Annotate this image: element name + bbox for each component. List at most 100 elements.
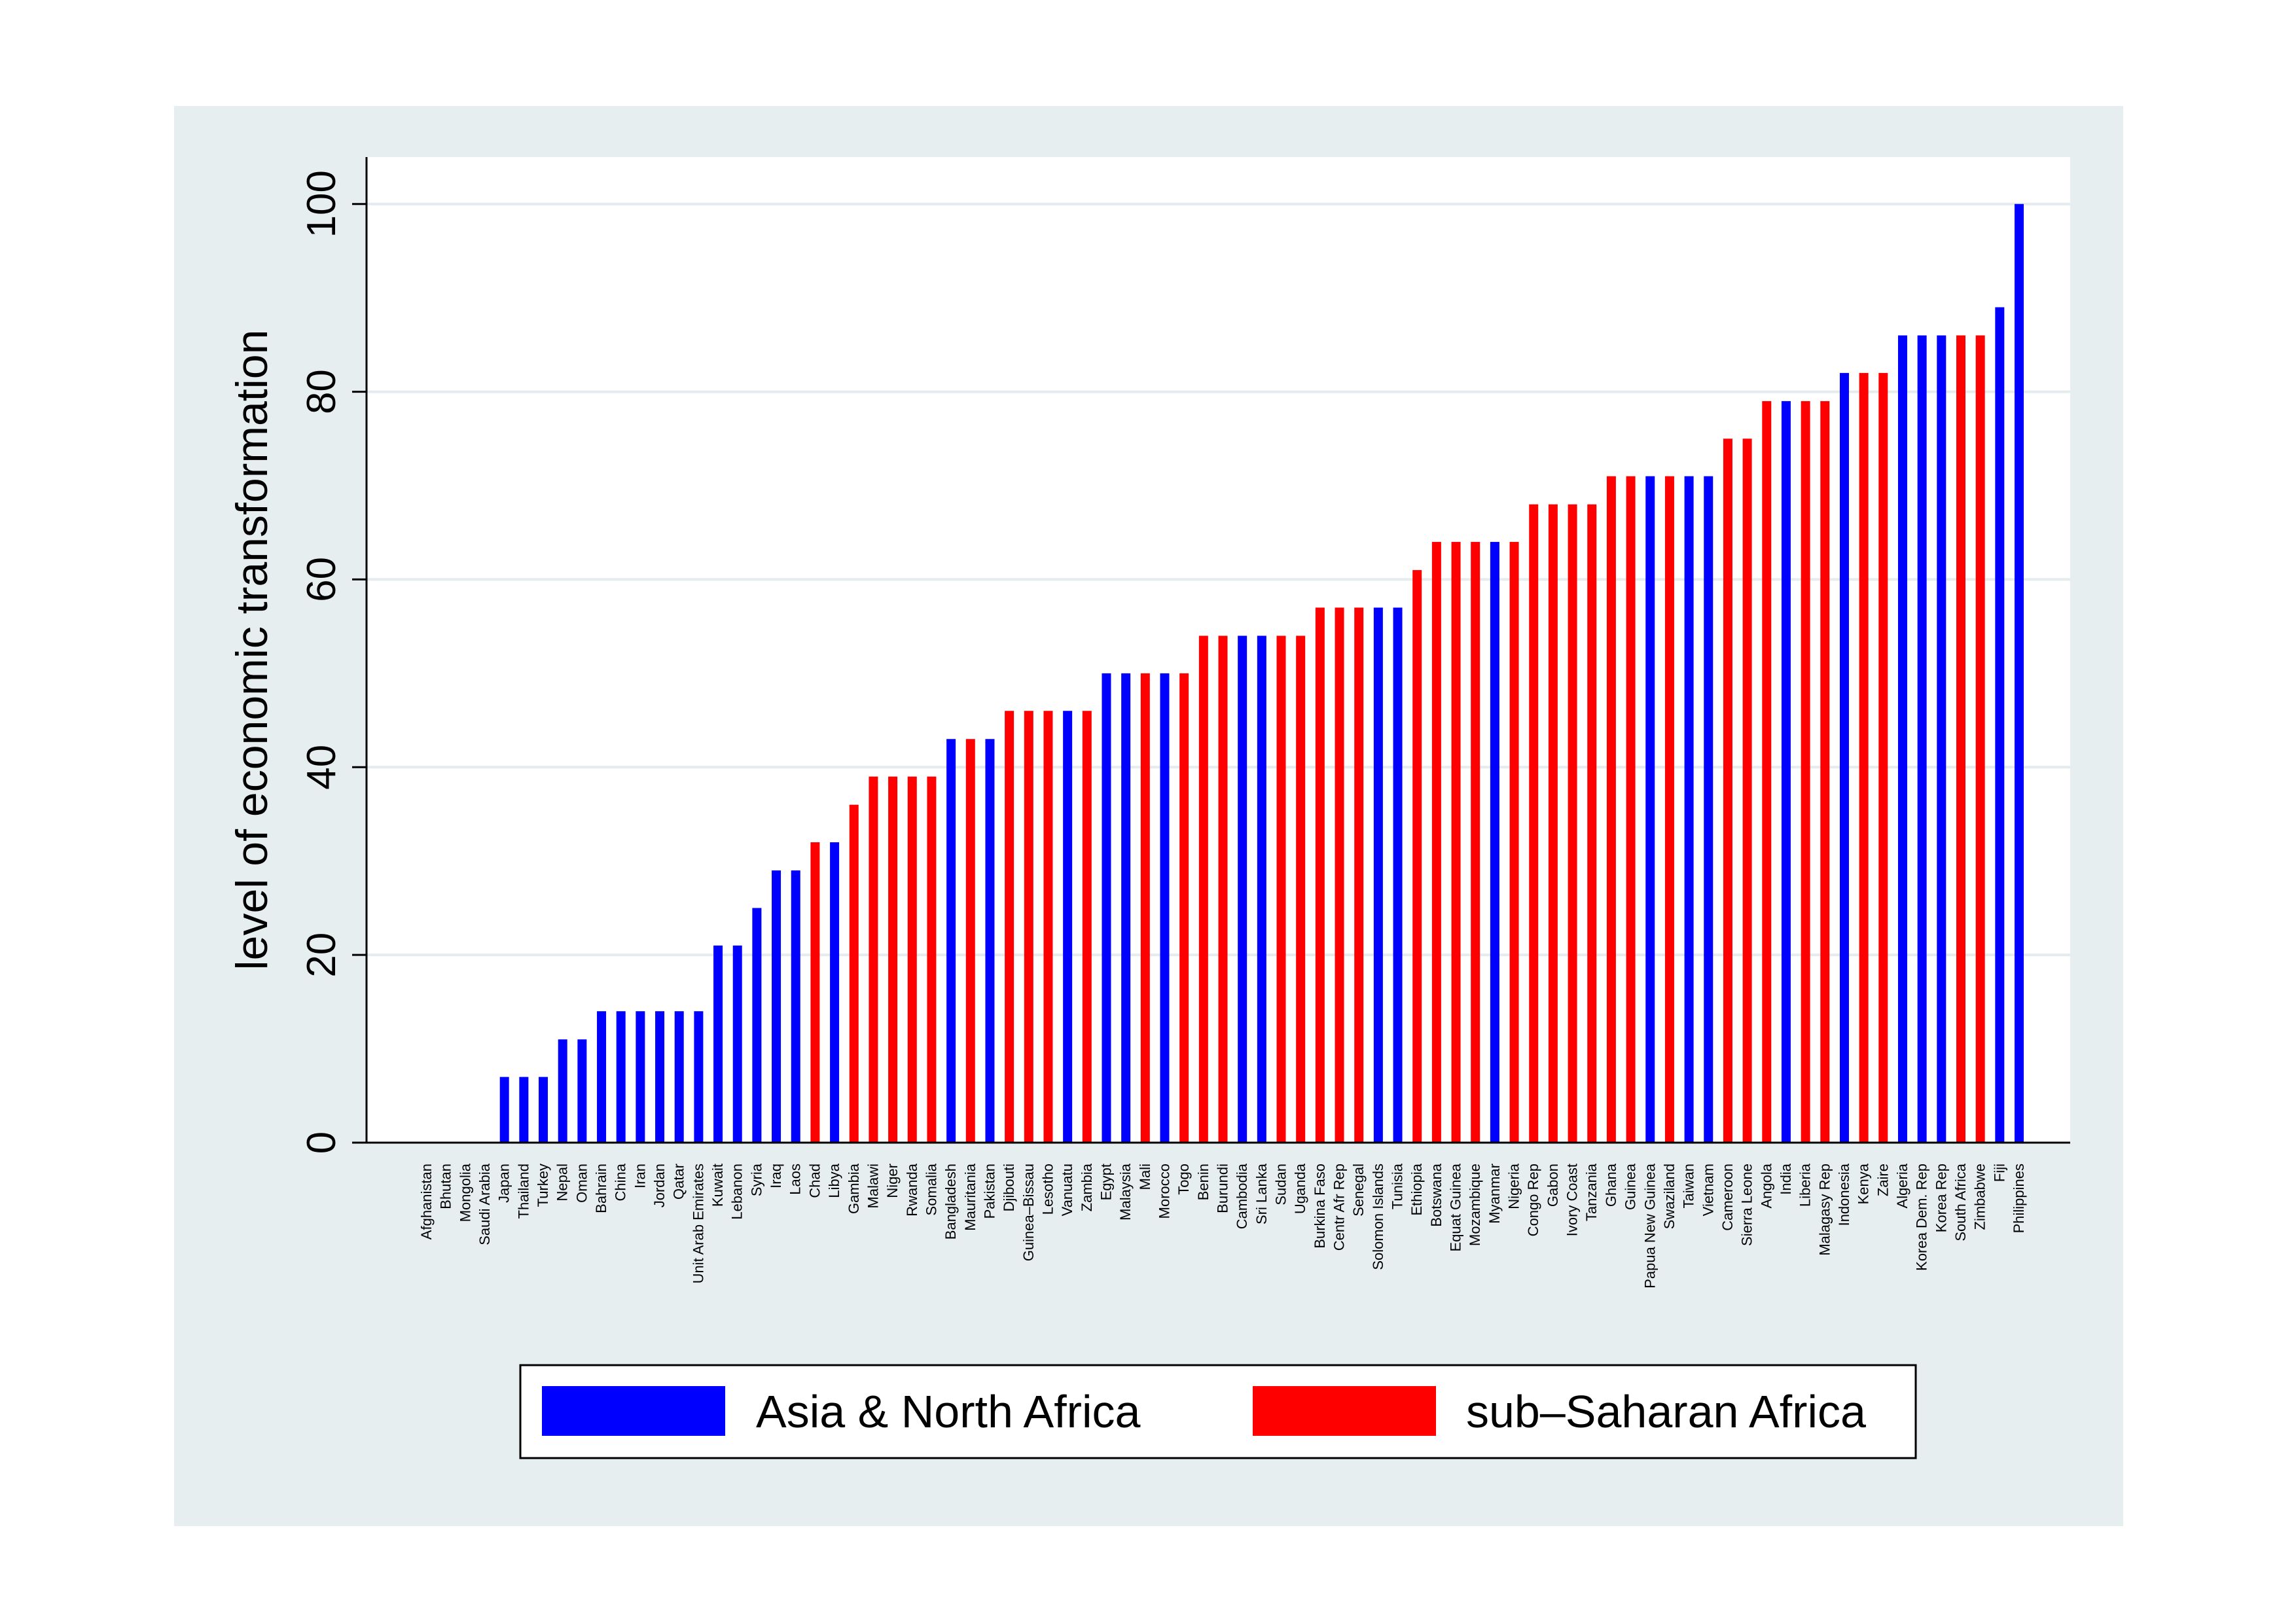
x-category-label: Centr Afr Rep xyxy=(1331,1164,1348,1251)
bar xyxy=(1917,335,1927,1143)
x-category-label: Sierra Leone xyxy=(1739,1164,1755,1246)
x-category-label: Ghana xyxy=(1603,1163,1619,1207)
bar xyxy=(499,1077,509,1143)
bar xyxy=(1684,476,1694,1143)
x-category-label: Iran xyxy=(632,1164,648,1188)
bar xyxy=(1820,401,1830,1143)
x-category-label: Chad xyxy=(806,1164,823,1198)
bar xyxy=(1315,607,1325,1143)
bar xyxy=(1956,335,1965,1143)
bar xyxy=(694,1011,704,1143)
bar xyxy=(1179,673,1189,1143)
x-category-label: Senegal xyxy=(1350,1164,1367,1217)
legend-swatch-sub-saharan-africa xyxy=(1253,1386,1436,1436)
bar xyxy=(1451,542,1461,1143)
bar xyxy=(1509,542,1519,1143)
bar xyxy=(1801,401,1810,1143)
x-category-label: Turkey xyxy=(535,1164,551,1207)
x-category-label: Uganda xyxy=(1292,1163,1308,1214)
bar xyxy=(1063,711,1073,1143)
x-category-label: Malagasy Rep xyxy=(1816,1164,1833,1256)
bar xyxy=(1490,542,1499,1143)
x-category-label: Egypt xyxy=(1098,1164,1114,1200)
x-category-label: China xyxy=(613,1163,629,1201)
x-category-label: Korea Dem. Rep xyxy=(1914,1164,1930,1271)
x-category-label: Nepal xyxy=(554,1164,571,1201)
y-tick-label: 20 xyxy=(299,933,344,978)
x-category-label: Cambodia xyxy=(1234,1163,1250,1229)
bar xyxy=(1005,711,1014,1143)
x-category-label: Mongolia xyxy=(457,1163,473,1222)
x-category-label: Tanzania xyxy=(1583,1163,1600,1221)
bar xyxy=(674,1011,684,1143)
y-axis-ticks: 0 20 40 60 80 100 xyxy=(299,170,367,1154)
bar xyxy=(1626,476,1636,1143)
bar xyxy=(1742,438,1752,1143)
x-category-label: Laos xyxy=(787,1164,804,1195)
x-category-label: Mauritania xyxy=(962,1163,978,1230)
x-category-label: Sri Lanka xyxy=(1253,1163,1270,1224)
x-category-label: Tunisia xyxy=(1390,1163,1406,1209)
x-category-label: Kenya xyxy=(1856,1163,1872,1204)
bar xyxy=(1587,504,1597,1143)
bar xyxy=(1373,607,1383,1143)
x-category-label: Rwanda xyxy=(904,1163,920,1216)
x-category-label: Iraq xyxy=(768,1164,784,1188)
x-category-label: Malaysia xyxy=(1117,1163,1134,1221)
y-tick-label: 60 xyxy=(299,557,344,602)
x-category-label: Korea Rep xyxy=(1933,1164,1949,1232)
bar xyxy=(1024,711,1033,1143)
x-category-label: Unit Arab Emirates xyxy=(690,1164,706,1283)
bar xyxy=(830,842,840,1143)
bar xyxy=(752,908,762,1143)
bar xyxy=(713,945,723,1143)
x-category-label: Guinea xyxy=(1623,1163,1639,1210)
bar xyxy=(1781,401,1791,1143)
x-category-label: Taiwan xyxy=(1681,1164,1697,1208)
legend: Asia & North Africa sub–Saharan Africa xyxy=(519,1364,1917,1459)
y-axis-label: level of economic transformation xyxy=(227,330,277,971)
bar xyxy=(1529,504,1539,1143)
x-category-label: Somalia xyxy=(923,1163,939,1215)
bar xyxy=(791,870,800,1143)
bar xyxy=(1975,335,1985,1143)
bar xyxy=(1335,607,1344,1143)
bar xyxy=(1878,372,1888,1143)
bar xyxy=(1704,476,1713,1143)
x-category-label: Cameroon xyxy=(1719,1164,1736,1231)
bar xyxy=(1937,335,1946,1143)
x-category-label: Gabon xyxy=(1545,1164,1561,1207)
bar xyxy=(1140,673,1150,1143)
y-tick-label: 0 xyxy=(299,1132,344,1154)
x-category-label: Gambia xyxy=(846,1163,862,1214)
bar xyxy=(1257,635,1266,1143)
bar xyxy=(1082,711,1092,1143)
x-category-label: Burundi xyxy=(1215,1164,1231,1213)
x-category-label: Lesotho xyxy=(1039,1164,1056,1215)
x-category-label: Syria xyxy=(748,1163,764,1196)
x-category-label: Sudan xyxy=(1273,1164,1289,1205)
bar xyxy=(1412,570,1422,1143)
legend-label-sub-saharan-africa: sub–Saharan Africa xyxy=(1466,1386,1866,1437)
x-category-label: South Africa xyxy=(1952,1163,1969,1241)
x-category-label: Nigeria xyxy=(1506,1163,1522,1209)
bar xyxy=(558,1039,567,1143)
x-category-label: Philippines xyxy=(2011,1164,2027,1233)
bar xyxy=(1723,438,1732,1143)
x-category-label: Libya xyxy=(826,1163,842,1198)
x-category-label: Lebanon xyxy=(729,1164,745,1220)
bar xyxy=(946,739,956,1143)
x-category-label: Ivory Coast xyxy=(1564,1164,1581,1236)
bar xyxy=(1276,635,1286,1143)
x-category-label: Angola xyxy=(1758,1163,1774,1208)
x-category-label: Jordan xyxy=(651,1164,668,1207)
bar xyxy=(965,739,975,1143)
x-axis-category-labels: Afghanistan Bhutan Mongolia Saudi Arabia Jap… xyxy=(418,1163,2027,1289)
bar xyxy=(636,1011,645,1143)
x-category-label: Swaziland xyxy=(1661,1164,1677,1229)
x-category-label: Vanuatu xyxy=(1059,1164,1075,1216)
x-category-label: Japan xyxy=(496,1164,512,1203)
x-category-label: Zaire xyxy=(1874,1164,1891,1196)
bar xyxy=(1645,476,1655,1143)
